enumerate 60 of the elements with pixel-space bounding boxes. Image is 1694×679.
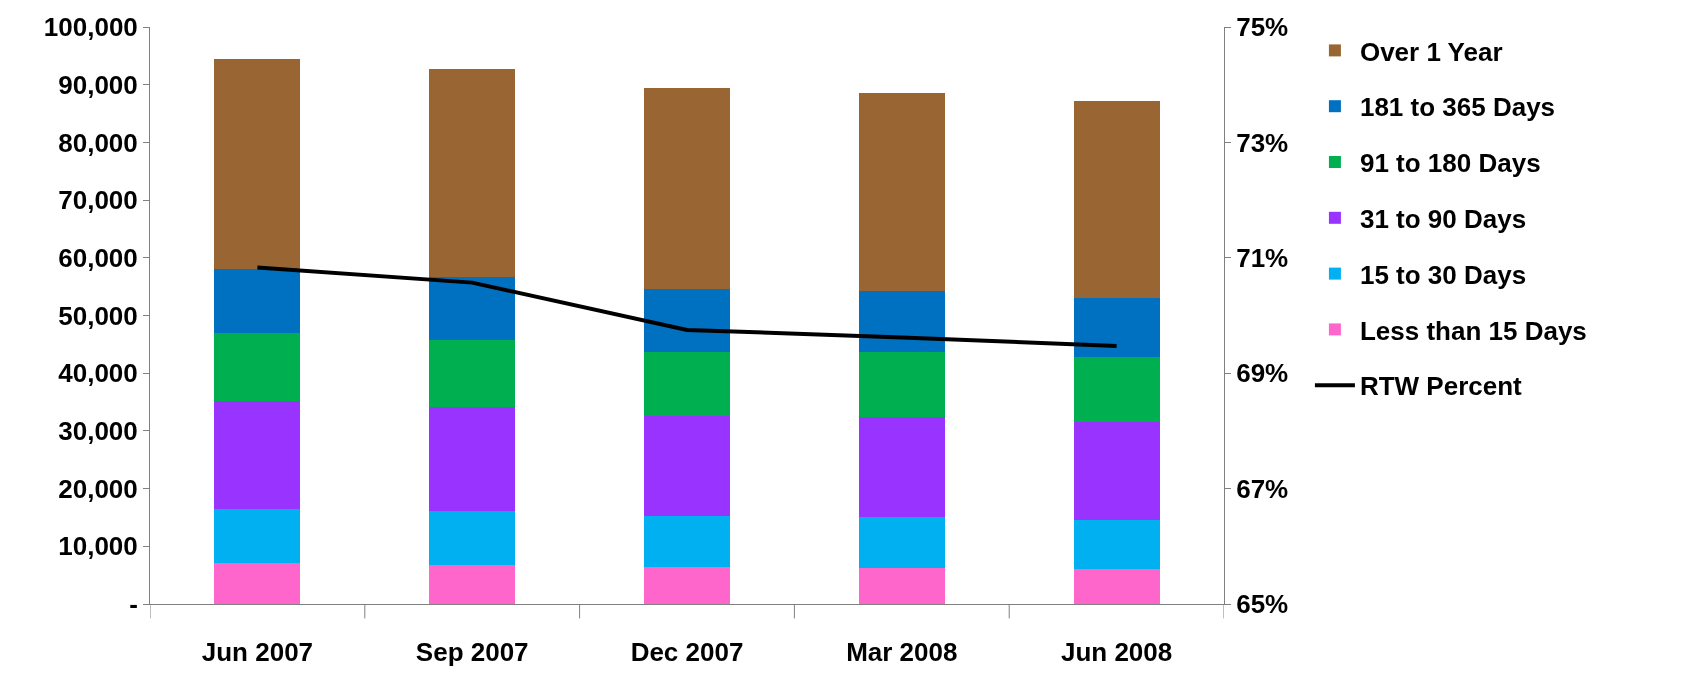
bar <box>214 333 301 402</box>
bar <box>429 339 516 408</box>
bar <box>644 351 730 417</box>
bar <box>858 92 945 292</box>
bar <box>644 567 730 604</box>
y-tick-label: 40,000 <box>58 358 138 389</box>
y-tick-label: 90,000 <box>58 69 138 100</box>
y-tick-label: 70,000 <box>58 185 138 216</box>
legend-label: Less than 15 Days <box>1359 315 1587 346</box>
legend-label: RTW Percent <box>1359 371 1523 402</box>
line-series <box>255 265 1119 349</box>
bar <box>644 288 730 352</box>
x-tick-label: Jun 2007 <box>201 637 314 668</box>
legend-label: 31 to 90 Days <box>1359 203 1527 234</box>
legend-label: 181 to 365 Days <box>1359 92 1556 123</box>
y-tick-label: 30,000 <box>58 416 138 446</box>
x-tick-label: Mar 2008 <box>846 637 958 668</box>
y-tick-label: 20,000 <box>58 473 138 504</box>
bar <box>858 517 945 569</box>
bar <box>644 416 730 517</box>
bar <box>214 59 301 270</box>
bar <box>429 69 516 277</box>
bar <box>429 564 516 604</box>
bar <box>858 568 945 604</box>
bar <box>644 87 730 289</box>
y-tick-label: 60,000 <box>58 242 138 273</box>
bar <box>1073 520 1160 570</box>
bar <box>858 417 945 518</box>
x-tick-label: Jun 2008 <box>1060 637 1173 668</box>
y-tick-label: 10,000 <box>58 531 138 562</box>
y2-tick-label: 67% <box>1236 473 1289 504</box>
legend-label: Over 1 Year <box>1359 36 1503 67</box>
bar <box>429 276 516 340</box>
legend-label: 15 to 30 Days <box>1359 259 1527 290</box>
y2-tick-label: 71% <box>1236 242 1289 273</box>
bar <box>858 291 945 352</box>
bar <box>858 351 945 418</box>
y2-tick-label: 65% <box>1236 589 1289 620</box>
bar <box>214 508 301 564</box>
y-tick-label: 50,000 <box>58 300 138 331</box>
y2-tick-label: 75% <box>1236 12 1289 43</box>
bar <box>1073 422 1160 521</box>
bar <box>429 407 516 512</box>
x-tick-label: Sep 2007 <box>415 637 529 668</box>
bar <box>1073 297 1160 358</box>
bar <box>429 511 516 565</box>
y2-tick-label: 69% <box>1236 358 1289 389</box>
x-tick-label: Dec 2007 <box>630 637 744 668</box>
bar <box>1073 357 1160 423</box>
bar <box>214 401 301 509</box>
legend-label: 91 to 180 Days <box>1359 148 1541 179</box>
bar <box>214 563 301 604</box>
y2-tick-label: 73% <box>1236 127 1289 158</box>
bar <box>214 269 301 334</box>
bar <box>644 516 730 568</box>
bar <box>1073 100 1160 298</box>
bar <box>1073 569 1160 604</box>
y-tick-label: - <box>129 589 138 620</box>
y-tick-label: 80,000 <box>58 127 138 158</box>
y-tick-label: 100,000 <box>43 12 138 43</box>
